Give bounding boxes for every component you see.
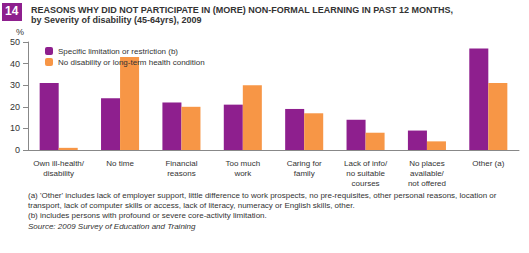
svg-text:50: 50	[10, 37, 20, 47]
svg-text:Other (a): Other (a)	[472, 159, 504, 168]
svg-text:available/: available/	[410, 169, 445, 178]
svg-text:30: 30	[10, 80, 20, 90]
svg-text:10: 10	[10, 123, 20, 133]
svg-text:work: work	[233, 169, 252, 178]
svg-text:0: 0	[15, 145, 20, 155]
svg-text:no suitable: no suitable	[346, 169, 385, 178]
svg-text:20: 20	[10, 102, 20, 112]
svg-text:%: %	[16, 27, 24, 37]
svg-text:Financial: Financial	[165, 159, 197, 168]
svg-text:Source: 2009 Survey of Educati: Source: 2009 Survey of Education and Tra…	[28, 222, 196, 231]
svg-text:family: family	[294, 169, 315, 178]
svg-text:transport, lack of computer sk: transport, lack of computer skills or ac…	[28, 201, 355, 210]
svg-text:Specific limitation or restric: Specific limitation or restriction (b)	[58, 47, 178, 56]
svg-text:not offered: not offered	[408, 179, 446, 188]
svg-text:courses: courses	[352, 179, 380, 188]
svg-text:No disability or long-term hea: No disability or long-term health condit…	[58, 58, 205, 67]
svg-text:Own ill-health/: Own ill-health/	[33, 159, 84, 168]
svg-text:REASONS WHY DID NOT PARTICIPAT: REASONS WHY DID NOT PARTICIPATE IN (MORE…	[31, 5, 453, 15]
svg-text:No time: No time	[106, 159, 134, 168]
svg-text:reasons: reasons	[167, 169, 195, 178]
svg-text:Caring for: Caring for	[287, 159, 322, 168]
svg-text:Too much: Too much	[225, 159, 260, 168]
svg-text:14: 14	[5, 4, 19, 18]
svg-text:disability: disability	[43, 169, 74, 178]
svg-text:(a) 'Other' includes lack of e: (a) 'Other' includes lack of employer su…	[28, 191, 499, 200]
svg-text:Lack of info/: Lack of info/	[344, 159, 388, 168]
svg-text:by Severity of disability (45-: by Severity of disability (45-64yrs), 20…	[31, 15, 202, 25]
svg-text:No places: No places	[409, 159, 445, 168]
svg-text:40: 40	[10, 59, 20, 69]
svg-text:(b) includes persons with prof: (b) includes persons with profound or se…	[28, 211, 267, 220]
